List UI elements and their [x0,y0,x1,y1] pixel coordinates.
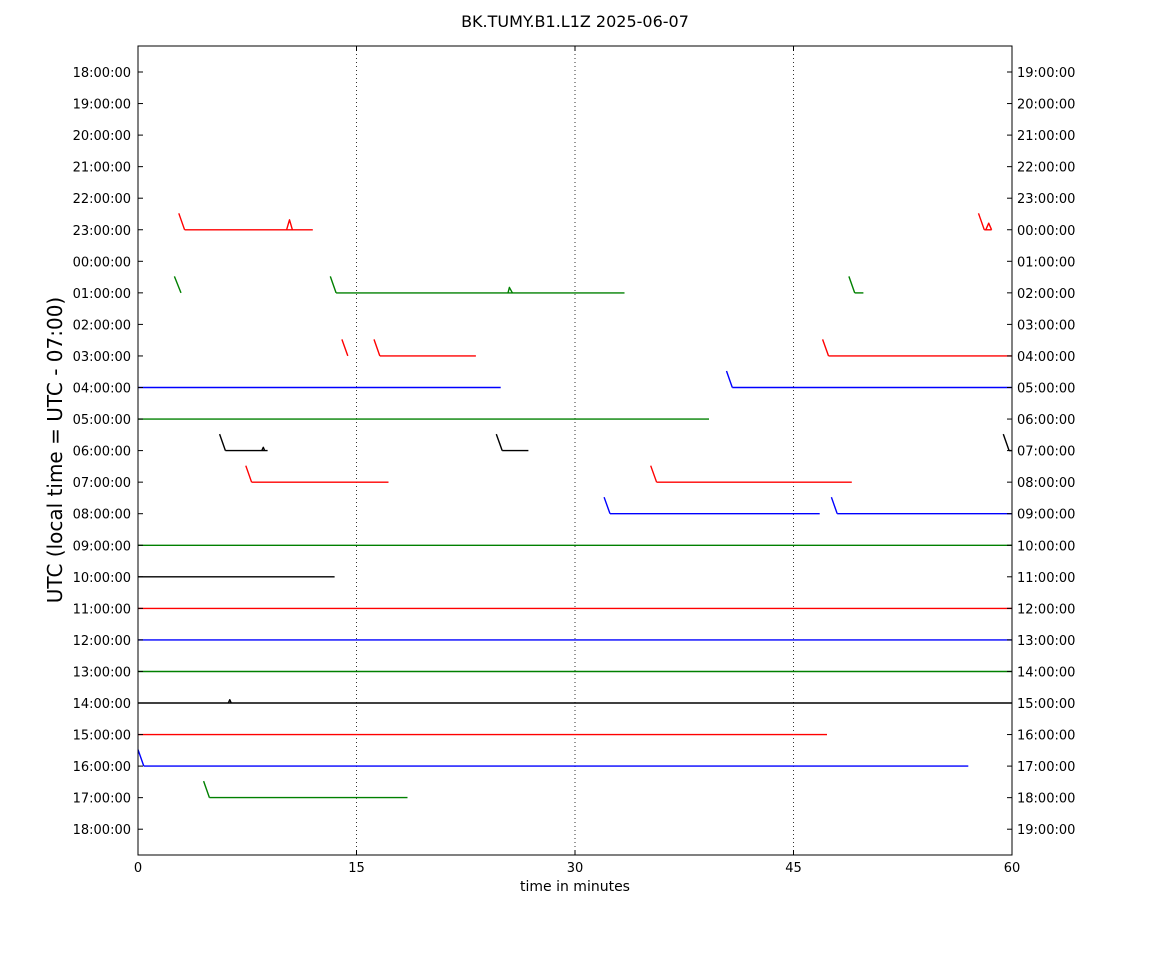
trace-row-22-seg-0 [137,749,145,767]
y-tick-label-left: 13:00:00 [73,665,131,680]
y-tick-label-left: 10:00:00 [73,571,131,586]
y-tick-label-left: 15:00:00 [73,729,131,744]
x-tick-label: 0 [134,861,142,876]
y-tick-label-right: 10:00:00 [1017,539,1075,554]
trace-row-20-seg-1 [227,699,232,704]
grid-layer [356,46,794,855]
y-tick-label-left: 19:00:00 [73,98,131,113]
y-tick-label-left: 12:00:00 [73,634,131,649]
y-tick-label-left: 16:00:00 [73,760,131,775]
y-tick-label-left: 18:00:00 [73,66,131,81]
y-tick-label-right: 19:00:00 [1017,66,1075,81]
y-tick-label-left: 23:00:00 [73,224,131,239]
y-tick-label-right: 16:00:00 [1017,729,1075,744]
y-tick-label-left: 17:00:00 [73,792,131,807]
trace-row-12-seg-2 [261,446,266,451]
tick-layer: 0 15 30 45 60 18:00:00 19:00:00 20:00:00 21:00:0… [73,46,1075,876]
chart-title: BK.TUMY.B1.L1Z 2025-06-07 [461,12,689,31]
trace-row-5-seg-0 [178,213,186,231]
trace-row-14-seg-2 [830,496,838,514]
trace-row-10-seg-1 [725,370,733,388]
trace-row-14-seg-0 [603,496,611,514]
y-tick-label-left: 22:00:00 [73,192,131,207]
y-tick-label-right: 05:00:00 [1017,382,1075,397]
y-tick-label-right: 11:00:00 [1017,571,1075,586]
trace-row-7-seg-3 [507,286,514,294]
trace-row-7-seg-1 [329,276,337,294]
y-tick-label-left: 07:00:00 [73,476,131,491]
trace-row-9-seg-1 [373,339,381,357]
y-tick-label-left: 08:00:00 [73,508,131,523]
y-tick-label-left: 02:00:00 [73,318,131,333]
y-tick-label-left: 01:00:00 [73,287,131,302]
trace-row-12-seg-5 [1002,433,1010,451]
y-tick-label-left: 18:00:00 [73,823,131,838]
y-tick-label-right: 14:00:00 [1017,665,1075,680]
y-tick-label-right: 20:00:00 [1017,98,1075,113]
y-tick-label-right: 09:00:00 [1017,508,1075,523]
y-tick-label-right: 07:00:00 [1017,445,1075,460]
x-tick-label: 15 [348,861,365,876]
trace-row-5-seg-2 [285,219,294,230]
trace-row-5-seg-5 [985,222,993,231]
trace-layer [137,213,1012,799]
y-tick-label-right: 13:00:00 [1017,634,1075,649]
y-tick-label-right: 23:00:00 [1017,192,1075,207]
y-tick-label-right: 17:00:00 [1017,760,1075,775]
x-axis-label: time in minutes [520,879,630,895]
y-tick-label-right: 06:00:00 [1017,413,1075,428]
y-tick-label-right: 21:00:00 [1017,129,1075,144]
y-tick-label-right: 04:00:00 [1017,350,1075,365]
trace-row-7-seg-0 [173,276,182,294]
y-tick-label-right: 08:00:00 [1017,476,1075,491]
y-tick-label-left: 09:00:00 [73,539,131,554]
y-axis-label: UTC (local time = UTC - 07:00) [43,297,67,603]
x-tick-label: 30 [567,861,584,876]
trace-row-5-seg-3 [977,213,985,231]
y-tick-label-right: 15:00:00 [1017,697,1075,712]
y-tick-label-left: 11:00:00 [73,602,131,617]
y-tick-label-right: 18:00:00 [1017,792,1075,807]
y-tick-label-right: 03:00:00 [1017,318,1075,333]
y-tick-label-left: 03:00:00 [73,350,131,365]
trace-row-13-seg-2 [650,465,658,483]
trace-row-12-seg-0 [218,433,227,451]
y-tick-label-left: 05:00:00 [73,413,131,428]
y-tick-label-right: 00:00:00 [1017,224,1075,239]
trace-row-23-seg-0 [202,780,211,798]
y-tick-label-left: 14:00:00 [73,697,131,712]
y-tick-label-right: 12:00:00 [1017,602,1075,617]
y-tick-label-left: 20:00:00 [73,129,131,144]
trace-row-13-seg-0 [245,465,253,483]
y-tick-label-right: 01:00:00 [1017,255,1075,270]
y-tick-label-left: 21:00:00 [73,161,131,176]
y-tick-label-left: 06:00:00 [73,445,131,460]
x-tick-label: 60 [1004,861,1021,876]
y-tick-label-right: 02:00:00 [1017,287,1075,302]
plot-frame [137,45,1013,856]
trace-row-12-seg-3 [495,433,503,451]
trace-row-9-seg-3 [821,339,830,357]
y-tick-label-left: 00:00:00 [73,255,131,270]
y-tick-label-right: 19:00:00 [1017,823,1075,838]
y-tick-label-left: 04:00:00 [73,382,131,397]
y-tick-label-right: 22:00:00 [1017,161,1075,176]
trace-row-7-seg-4 [848,276,856,294]
trace-row-9-seg-0 [341,339,349,357]
x-tick-label: 45 [785,861,802,876]
